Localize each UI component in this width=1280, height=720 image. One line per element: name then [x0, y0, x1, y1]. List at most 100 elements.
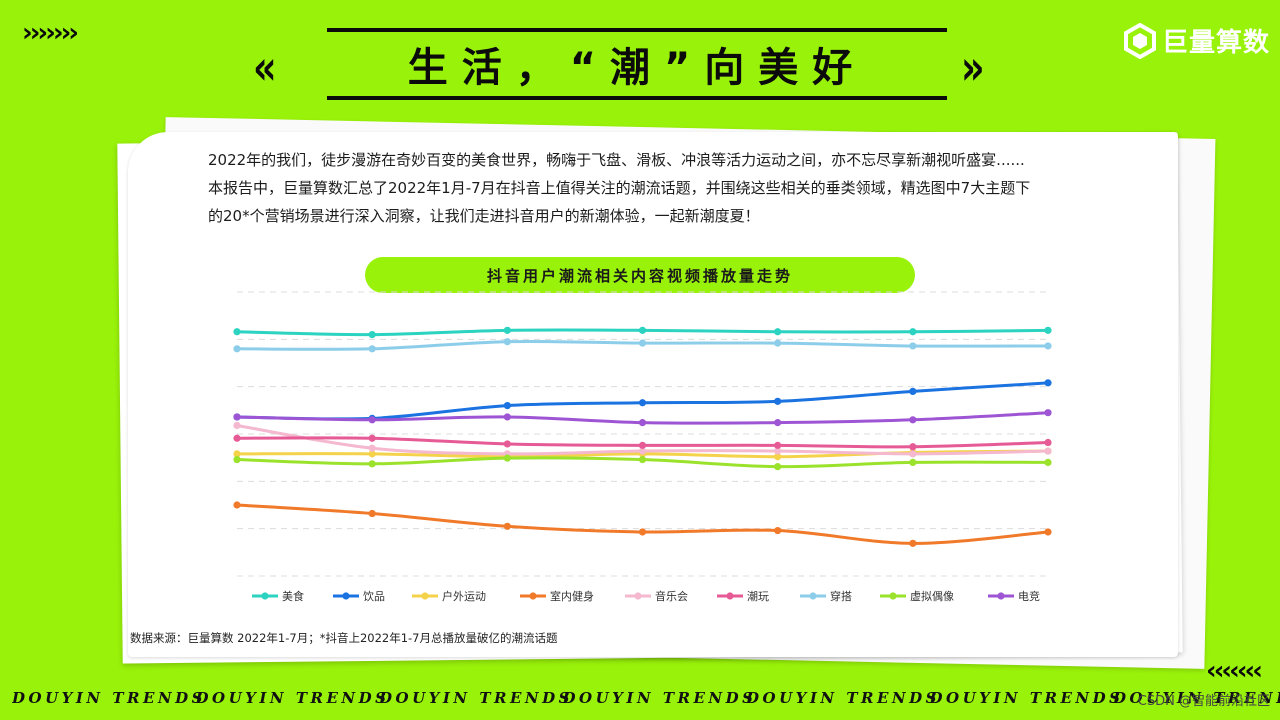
legend-label: 虚拟偶像: [910, 589, 954, 603]
data-point: [909, 458, 917, 466]
data-point: [638, 339, 647, 347]
data-point: [368, 416, 376, 424]
legend-item: 穿搭: [800, 589, 852, 603]
footer-text: DOUYIN TRENDS: [746, 689, 940, 707]
legend-item: 户外运动: [412, 589, 486, 603]
data-point: [503, 402, 511, 410]
data-point: [774, 441, 782, 449]
data-point: [909, 416, 917, 424]
data-point: [368, 331, 376, 339]
footer-ticker: DOUYIN TRENDSDOUYIN TRENDSDOUYIN TRENDSD…: [12, 688, 1280, 710]
data-point: [233, 455, 241, 464]
data-point: [1044, 409, 1052, 417]
brand-name: 巨量算数: [1162, 28, 1271, 58]
data-point: [368, 434, 376, 442]
series-室内健身: [233, 501, 1052, 547]
data-point: [503, 440, 511, 448]
legend-marker: [261, 592, 269, 600]
data-point: [909, 342, 917, 350]
series-潮玩: [233, 434, 1052, 451]
brand-logo-icon: [1124, 22, 1156, 59]
legend-label: 美食: [282, 589, 304, 603]
data-point: [233, 501, 241, 509]
intro-line: 的20*个营销场景进行深入洞察，让我们走进抖音用户的新潮体验，一起新潮度夏！: [208, 207, 760, 225]
series-line: [236, 503, 1049, 545]
data-point: [503, 326, 511, 334]
data-point: [233, 421, 241, 430]
data-point: [638, 455, 647, 464]
data-point: [774, 397, 782, 405]
legend-item: 室内健身: [520, 589, 594, 603]
series-美食: [233, 326, 1052, 339]
footer-text: DOUYIN TRENDS: [12, 689, 206, 707]
chart-grid: [237, 291, 1048, 577]
legend-marker: [997, 592, 1005, 600]
title-chevron-left-icon: ‹‹: [252, 40, 277, 96]
data-point: [774, 419, 782, 427]
data-point: [233, 434, 241, 442]
data-point: [1044, 528, 1052, 536]
data-point: [503, 522, 511, 530]
footer-text: DOUYIN TRENDS: [929, 689, 1124, 707]
legend-item: 音乐会: [625, 589, 688, 603]
data-point: [638, 441, 647, 449]
data-point: [638, 447, 647, 455]
chart-legend: 美食 饮品 户外运动 室内健身 音乐会 潮玩 穿搭 虚拟偶像 电竞: [252, 589, 1040, 603]
data-point: [503, 413, 511, 421]
legend-marker: [809, 592, 817, 600]
data-point: [774, 447, 782, 455]
data-point: [909, 443, 917, 451]
data-source-note: 数据来源：巨量算数 2022年1-7月；*抖音上2022年1-7月总播放量破亿的…: [130, 631, 558, 645]
chart-series: [233, 326, 1052, 547]
data-point: [1044, 326, 1052, 334]
legend-marker: [421, 592, 429, 600]
data-point: [233, 345, 241, 353]
footer-text: DOUYIN TRENDS: [379, 689, 573, 707]
brand-logo: 巨量算数: [1122, 22, 1270, 59]
data-point: [368, 450, 376, 458]
series-穿搭: [233, 338, 1052, 353]
paper-sheet-front: [128, 132, 1178, 657]
legend-item: 美食: [252, 589, 304, 603]
intro-line: 本报告中，巨量算数汇总了2022年1月-7月在抖音上值得关注的潮流话题，并围绕这…: [208, 179, 1031, 197]
chevron-decoration-top: ›››››››: [22, 18, 79, 48]
legend-marker: [889, 592, 897, 600]
legend-label: 穿搭: [830, 589, 852, 603]
data-point: [638, 326, 647, 334]
data-point: [774, 526, 782, 535]
legend-item: 虚拟偶像: [880, 589, 954, 603]
data-point: [503, 454, 511, 462]
data-point: [368, 509, 376, 518]
data-point: [233, 450, 241, 458]
legend-label: 户外运动: [442, 589, 486, 603]
data-point: [909, 328, 917, 336]
chart-title-pill: 抖音用户潮流相关内容视频播放量走势: [365, 257, 915, 293]
legend-label: 电竞: [1018, 589, 1040, 603]
data-point: [1044, 342, 1052, 350]
series-饮品: [233, 379, 1052, 422]
legend-marker: [529, 592, 537, 600]
data-point: [233, 328, 241, 336]
legend-label: 潮玩: [747, 589, 769, 603]
footer-text: DOUYIN TRENDS: [195, 689, 390, 707]
title-chevron-right-icon: ››: [960, 40, 985, 96]
legend-item: 电竞: [988, 589, 1040, 603]
legend-label: 音乐会: [655, 589, 688, 603]
legend-marker: [342, 592, 350, 600]
data-point: [1044, 438, 1052, 447]
intro-line: 2022年的我们，徒步漫游在奇妙百变的美食世界，畅嗨于飞盘、滑板、冲浪等活力运动…: [208, 151, 1025, 169]
data-point: [774, 453, 782, 461]
data-point: [774, 328, 782, 336]
title-banner: 生活，“潮”向美好: [327, 28, 947, 100]
data-point: [1044, 447, 1052, 455]
data-point: [1044, 379, 1052, 387]
data-point: [368, 460, 376, 468]
data-point: [368, 345, 376, 353]
series-电竞: [233, 409, 1052, 427]
data-point: [503, 338, 511, 346]
data-point: [774, 463, 782, 471]
data-point: [638, 528, 647, 536]
chart-title: 抖音用户潮流相关内容视频播放量走势: [486, 266, 793, 285]
data-point: [774, 339, 782, 347]
